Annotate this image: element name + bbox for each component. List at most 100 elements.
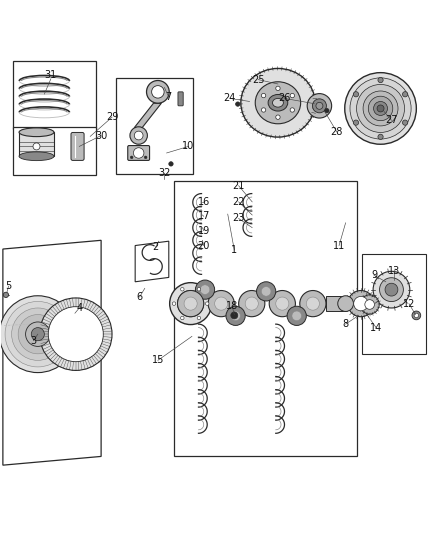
Circle shape bbox=[231, 311, 240, 321]
Circle shape bbox=[360, 295, 379, 314]
Text: 2: 2 bbox=[152, 242, 159, 252]
Circle shape bbox=[48, 306, 103, 362]
Text: 7: 7 bbox=[166, 92, 172, 102]
Text: 8: 8 bbox=[343, 319, 349, 329]
Circle shape bbox=[145, 156, 147, 159]
Polygon shape bbox=[198, 285, 200, 309]
Text: 20: 20 bbox=[198, 240, 210, 251]
Circle shape bbox=[276, 297, 289, 310]
Circle shape bbox=[374, 101, 388, 116]
Circle shape bbox=[261, 93, 266, 98]
Circle shape bbox=[414, 313, 419, 318]
Text: 21: 21 bbox=[233, 181, 245, 191]
Circle shape bbox=[354, 296, 368, 311]
Circle shape bbox=[373, 271, 410, 308]
Circle shape bbox=[226, 306, 245, 326]
Text: 18: 18 bbox=[226, 301, 238, 311]
Circle shape bbox=[39, 298, 112, 370]
Text: 10: 10 bbox=[182, 141, 194, 151]
Circle shape bbox=[378, 77, 383, 83]
Circle shape bbox=[177, 290, 204, 317]
Circle shape bbox=[287, 306, 306, 326]
Circle shape bbox=[215, 297, 228, 310]
Circle shape bbox=[170, 282, 212, 325]
Text: 26: 26 bbox=[278, 93, 291, 103]
Text: 9: 9 bbox=[371, 270, 377, 280]
Polygon shape bbox=[229, 298, 230, 321]
Circle shape bbox=[197, 316, 201, 320]
Circle shape bbox=[18, 314, 57, 354]
Circle shape bbox=[134, 131, 143, 140]
Text: 4: 4 bbox=[76, 303, 82, 313]
Circle shape bbox=[169, 161, 173, 166]
Circle shape bbox=[236, 102, 240, 106]
Circle shape bbox=[147, 80, 169, 103]
Polygon shape bbox=[19, 132, 54, 156]
Circle shape bbox=[385, 283, 398, 296]
Circle shape bbox=[345, 72, 417, 144]
Text: 16: 16 bbox=[198, 197, 210, 207]
Polygon shape bbox=[135, 241, 169, 282]
Circle shape bbox=[12, 308, 64, 360]
Text: 22: 22 bbox=[233, 197, 245, 207]
Circle shape bbox=[338, 296, 353, 311]
Bar bbox=[326, 296, 346, 311]
Circle shape bbox=[378, 134, 383, 140]
Text: 31: 31 bbox=[45, 70, 57, 80]
Ellipse shape bbox=[241, 68, 315, 137]
Text: 28: 28 bbox=[331, 127, 343, 137]
Circle shape bbox=[357, 84, 405, 133]
Circle shape bbox=[377, 105, 384, 112]
Circle shape bbox=[312, 99, 326, 113]
Circle shape bbox=[25, 322, 50, 346]
Circle shape bbox=[348, 290, 374, 317]
Circle shape bbox=[261, 287, 271, 296]
FancyBboxPatch shape bbox=[178, 92, 183, 106]
Circle shape bbox=[403, 120, 408, 125]
Circle shape bbox=[276, 86, 280, 91]
Circle shape bbox=[292, 311, 301, 321]
Polygon shape bbox=[174, 181, 357, 456]
Circle shape bbox=[365, 300, 374, 309]
Text: 23: 23 bbox=[233, 214, 245, 223]
Ellipse shape bbox=[272, 99, 283, 107]
Polygon shape bbox=[3, 240, 101, 465]
Text: 24: 24 bbox=[224, 93, 236, 103]
Circle shape bbox=[306, 297, 319, 310]
Circle shape bbox=[269, 290, 295, 317]
Bar bbox=[117, 78, 193, 174]
Polygon shape bbox=[259, 286, 261, 309]
Circle shape bbox=[325, 108, 329, 113]
Text: 5: 5 bbox=[5, 281, 12, 291]
Circle shape bbox=[197, 287, 201, 291]
Text: 11: 11 bbox=[333, 240, 345, 251]
Circle shape bbox=[0, 296, 76, 373]
Circle shape bbox=[316, 102, 323, 109]
Text: 27: 27 bbox=[385, 115, 398, 125]
Circle shape bbox=[261, 108, 266, 112]
Circle shape bbox=[208, 290, 234, 317]
Circle shape bbox=[195, 280, 215, 299]
Circle shape bbox=[290, 108, 294, 112]
Bar bbox=[13, 127, 96, 175]
Circle shape bbox=[172, 302, 176, 305]
Polygon shape bbox=[134, 103, 161, 128]
Text: 32: 32 bbox=[158, 168, 171, 177]
Circle shape bbox=[177, 290, 204, 317]
Circle shape bbox=[307, 94, 332, 118]
Text: 29: 29 bbox=[106, 112, 118, 122]
Ellipse shape bbox=[19, 128, 54, 136]
Circle shape bbox=[31, 328, 44, 341]
Polygon shape bbox=[290, 298, 291, 321]
Text: 30: 30 bbox=[95, 131, 107, 141]
Circle shape bbox=[353, 120, 359, 125]
Circle shape bbox=[350, 78, 411, 139]
Ellipse shape bbox=[255, 82, 300, 124]
Circle shape bbox=[353, 92, 359, 97]
Text: 12: 12 bbox=[403, 298, 415, 309]
Bar bbox=[13, 61, 96, 129]
Circle shape bbox=[131, 156, 133, 159]
Ellipse shape bbox=[19, 152, 54, 160]
Circle shape bbox=[33, 143, 40, 150]
Text: 15: 15 bbox=[152, 356, 164, 365]
